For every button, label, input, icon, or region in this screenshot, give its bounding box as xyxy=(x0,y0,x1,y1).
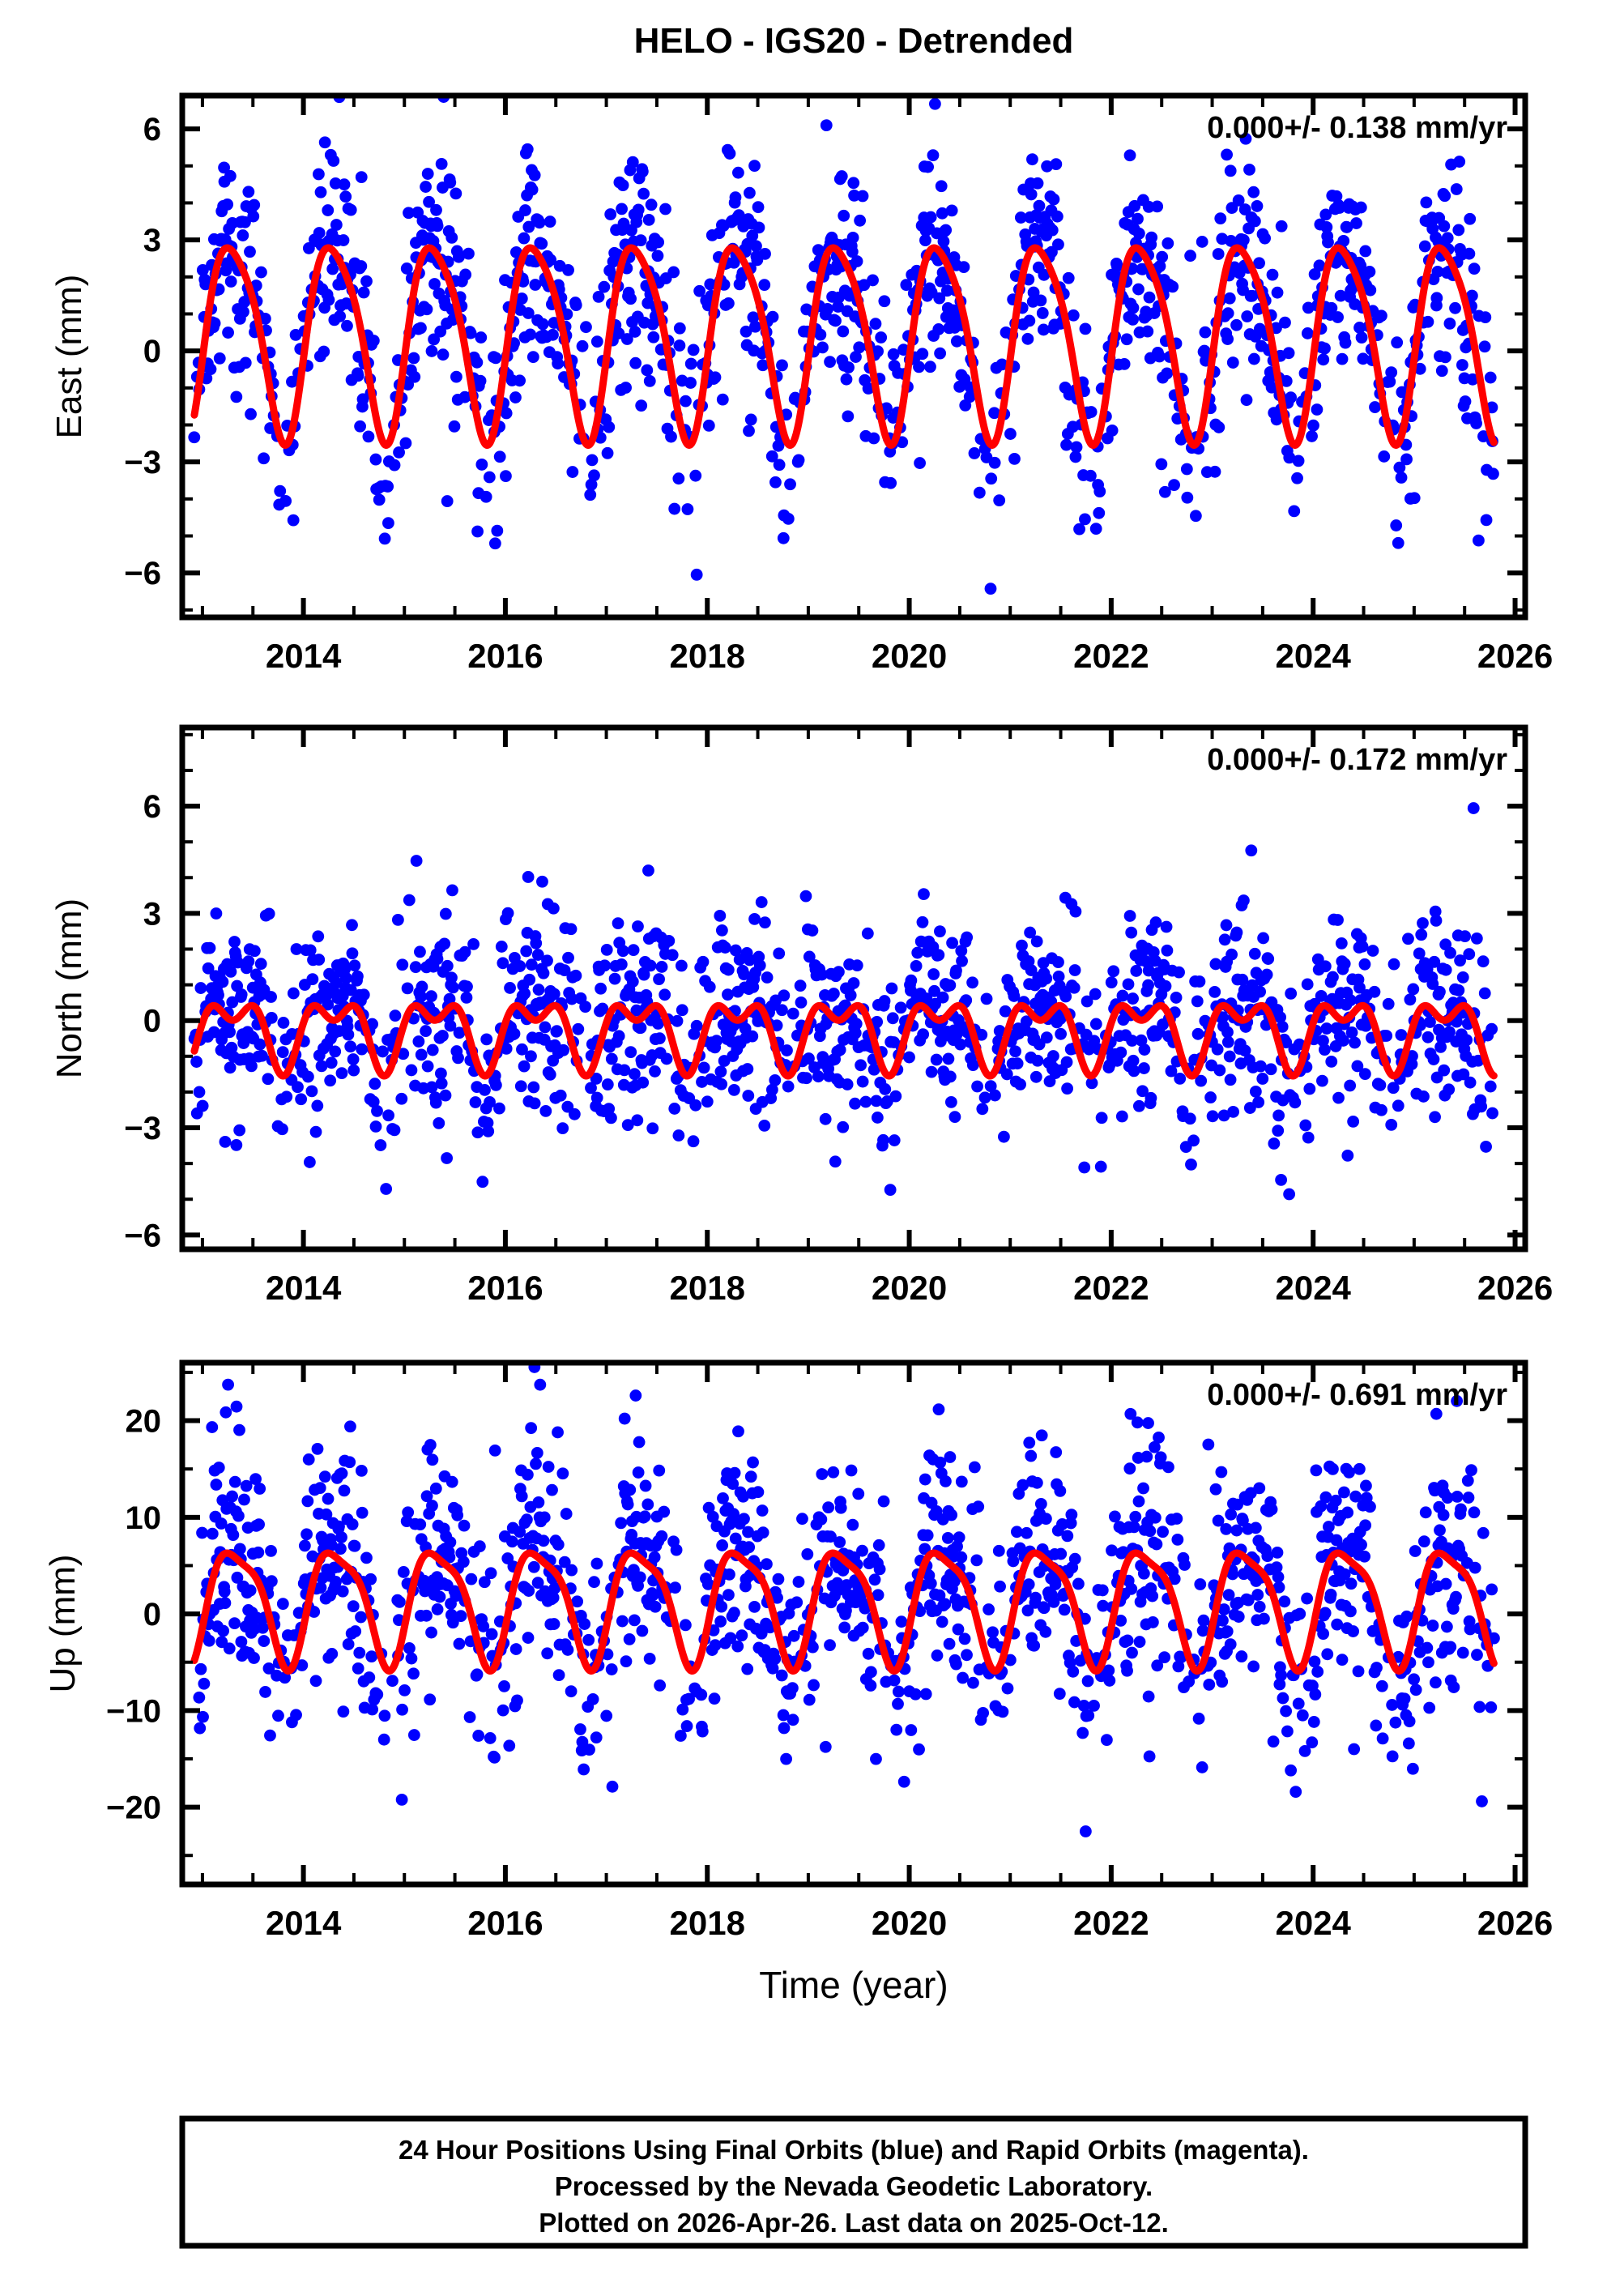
xtick-label-up-3: 2020 xyxy=(872,1904,947,1942)
xtick-label-up-1: 2016 xyxy=(467,1904,543,1942)
xtick-label-north-6: 2026 xyxy=(1477,1269,1553,1307)
ytick-label-east-3: −3 xyxy=(124,445,161,480)
xtick-label-east-0: 2014 xyxy=(266,637,342,675)
plot-frame-up xyxy=(179,1359,1528,1888)
ytick-label-north-3: −3 xyxy=(124,1111,161,1146)
xaxis-title: Time (year) xyxy=(759,1964,948,2006)
footer-line-1: 24 Hour Positions Using Final Orbits (bl… xyxy=(399,2135,1309,2165)
yaxis-title-up: Up (mm) xyxy=(43,1554,83,1692)
ytick-label-east-2: 0 xyxy=(143,334,161,369)
xtick-label-north-3: 2020 xyxy=(872,1269,947,1307)
footer-line-3: Plotted on 2026-Apr-26. Last data on 202… xyxy=(539,2208,1169,2238)
ytick-label-up-2: 0 xyxy=(143,1597,161,1632)
xtick-label-east-5: 2024 xyxy=(1275,637,1351,675)
ytick-label-east-1: 3 xyxy=(143,223,161,258)
ytick-label-up-0: 20 xyxy=(126,1404,162,1440)
rate-annotation-north: 0.000+/- 0.172 mm/yr xyxy=(1207,743,1507,777)
rate-annotation-east: 0.000+/- 0.138 mm/yr xyxy=(1207,111,1507,145)
ytick-label-north-0: 6 xyxy=(143,789,161,825)
plot-frame-north xyxy=(179,724,1528,1253)
seasonal-fit-curve-east xyxy=(190,244,1498,450)
xtick-label-east-1: 2016 xyxy=(467,637,543,675)
chart-title: HELO - IGS20 - Detrended xyxy=(634,21,1074,61)
panel-north-data-area xyxy=(188,802,1498,1201)
panel-up-data-area xyxy=(190,1363,1500,1837)
ytick-label-east-0: 6 xyxy=(143,112,161,147)
panel-up: 20 10 0 −10 −20 2014 2016 2018 2020 2022 2024 2026 U… xyxy=(43,1359,1553,1942)
xtick-label-up-6: 2026 xyxy=(1477,1904,1553,1942)
ytick-label-north-2: 0 xyxy=(143,1004,161,1039)
panel-north: 6 3 0 −3 −6 2014 2016 2018 2020 2022 2024 2026 North… xyxy=(49,724,1553,1307)
yaxis-title-north: North (mm) xyxy=(49,898,89,1078)
ytick-label-up-4: −20 xyxy=(106,1790,161,1826)
footer-line-2: Processed by the Nevada Geodetic Laborat… xyxy=(555,2171,1153,2201)
xtick-label-north-5: 2024 xyxy=(1275,1269,1351,1307)
xtick-label-up-0: 2014 xyxy=(266,1904,342,1942)
ytick-label-north-1: 3 xyxy=(143,896,161,932)
panel-east: 6 3 0 −3 −6 2014 2016 2018 2020 2022 2024 2026 East … xyxy=(49,92,1553,675)
yaxis-title-east: East (mm) xyxy=(49,275,89,439)
seasonal-fit-curve-north xyxy=(190,1001,1498,1080)
ytick-label-up-1: 10 xyxy=(126,1500,162,1536)
xtick-label-up-2: 2018 xyxy=(670,1904,745,1942)
plot-frame-east xyxy=(179,92,1528,621)
seasonal-fit-curve-up xyxy=(190,1549,1498,1675)
panel-east-data-area xyxy=(188,96,1499,617)
xtick-label-east-6: 2026 xyxy=(1477,637,1553,675)
xtick-label-east-3: 2020 xyxy=(872,637,947,675)
xtick-label-east-4: 2022 xyxy=(1073,637,1149,675)
xtick-label-north-4: 2022 xyxy=(1073,1269,1149,1307)
ytick-label-east-4: −6 xyxy=(124,556,161,591)
ytick-label-up-3: −10 xyxy=(106,1693,161,1729)
rate-annotation-up: 0.000+/- 0.691 mm/yr xyxy=(1207,1378,1507,1412)
xtick-label-up-5: 2024 xyxy=(1275,1904,1351,1942)
footer-box-border xyxy=(179,2115,1528,2249)
xtick-label-east-2: 2018 xyxy=(670,637,745,675)
footer-box: 24 Hour Positions Using Final Orbits (bl… xyxy=(179,2115,1528,2249)
xtick-label-up-4: 2022 xyxy=(1073,1904,1149,1942)
xtick-label-north-0: 2014 xyxy=(266,1269,342,1307)
xtick-label-north-1: 2016 xyxy=(467,1269,543,1307)
ytick-label-north-4: −6 xyxy=(124,1218,161,1253)
xtick-label-north-2: 2018 xyxy=(670,1269,745,1307)
